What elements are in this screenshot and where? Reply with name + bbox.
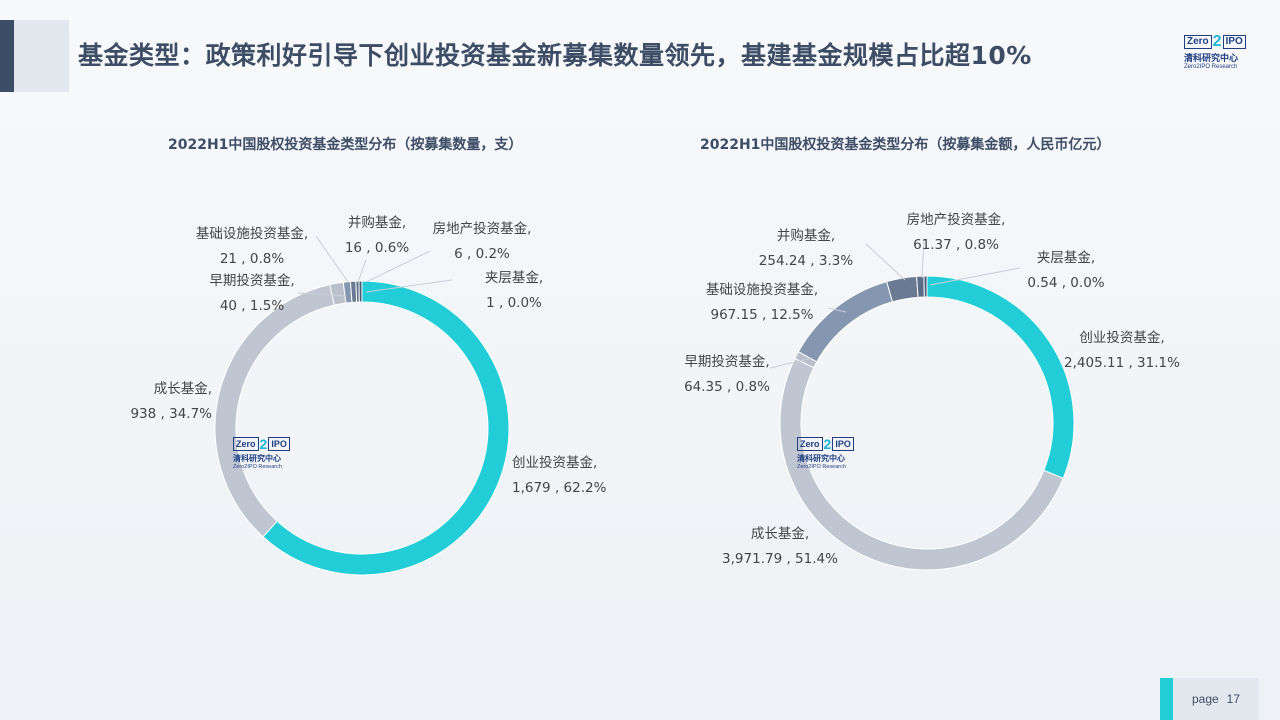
leader-line-mezzanine [365, 279, 453, 293]
slice-label-name-early: 早期投资基金, [684, 353, 769, 370]
logo-name-cn: 清科研究中心 [1184, 54, 1239, 64]
slice-label-value-mezzanine: 1 , 0.0% [486, 295, 542, 311]
leader-line-mezzanine [929, 267, 1021, 286]
leader-line-ma [865, 243, 906, 281]
page-number: 17 [1226, 692, 1241, 706]
slice-label-name-growth: 成长基金, [154, 380, 212, 397]
slice-label-value-infrastructure: 21 , 0.8% [220, 251, 285, 267]
slice-label-value-infrastructure: 967.15 , 12.5% [711, 307, 814, 323]
slice-label-name-mezzanine: 夹层基金, [1037, 249, 1095, 266]
slice-label-value-early: 40 , 1.5% [220, 298, 285, 314]
slice-label-value-mezzanine: 0.54 , 0.0% [1027, 275, 1104, 291]
donut-slice-venture [926, 275, 1075, 479]
donut-chart-amount: 创业投资基金, 2,405.11 , 31.1% 成长基金, 3,971.79 , 5… [684, 211, 1180, 571]
page-title: 基金类型：政策利好引导下创业投资基金新募集数量领先，基建基金规模占比超10% [78, 41, 1032, 70]
logo-brand-left: Zero [1184, 35, 1212, 49]
page-label: page [1191, 692, 1219, 706]
leader-line-infrastructure [827, 307, 847, 313]
slice-label-value-venture: 1,679 , 62.2% [512, 480, 607, 496]
slice-label-value-ma: 254.24 , 3.3% [759, 253, 854, 269]
slice-label-name-infrastructure: 基础设施投资基金, [706, 281, 818, 298]
logo-name-en: Zero2IPO Research [1184, 64, 1238, 70]
donut-slice-ma [886, 275, 919, 303]
logo-brand-right: IPO [1222, 35, 1246, 49]
leader-line-infrastructure [315, 235, 349, 283]
slice-label-value-growth: 3,971.79 , 51.4% [722, 551, 838, 567]
title-accent-block [14, 20, 69, 92]
page-number-accent [1160, 678, 1173, 720]
title-accent-bar [0, 20, 14, 92]
slice-label-name-infrastructure: 基础设施投资基金, [196, 225, 308, 242]
slice-label-value-ma: 16 , 0.6% [345, 240, 410, 256]
slice-label-name-real-estate: 房地产投资基金, [907, 211, 1006, 228]
slice-label-name-early: 早期投资基金, [209, 272, 294, 289]
chart-title-count: 2022H1中国股权投资基金类型分布（按募集数量，支） [168, 137, 523, 153]
chart-title-amount: 2022H1中国股权投资基金类型分布（按募集金额，人民币亿元） [700, 137, 1111, 153]
page-number-box: page 17 [1173, 678, 1259, 720]
slice-label-name-ma: 并购基金, [348, 214, 406, 231]
donut-slice-mezzanine [923, 275, 928, 298]
slice-label-name-real-estate: 房地产投资基金, [433, 220, 532, 237]
donut-slice-real-estate [916, 275, 925, 298]
donut-chart-count: 创业投资基金, 1,679 , 62.2% 成长基金, 938 , 34.7% 早期投资… [130, 214, 607, 576]
leader-line-early [297, 292, 347, 297]
slice-label-name-ma: 并购基金, [777, 227, 835, 244]
slice-label-value-real-estate: 6 , 0.2% [454, 246, 510, 262]
chart-watermark-logo-right: Zero 2 IPO 清科研究中心 Zero2IPO Research [797, 437, 861, 470]
slice-label-value-venture: 2,405.11 , 31.1% [1064, 355, 1180, 371]
leader-line-early [769, 357, 813, 369]
donut-slice-venture [262, 280, 510, 576]
slice-label-name-mezzanine: 夹层基金, [485, 269, 543, 286]
slice-label-name-growth: 成长基金, [751, 525, 809, 542]
zero2ipo-logo: Zero 2 IPO 清科研究中心 Zero2IPO Research [1184, 33, 1254, 70]
leader-line-real-estate [921, 237, 925, 279]
donut-slice-mezzanine [358, 280, 363, 303]
slice-label-name-venture: 创业投资基金, [512, 454, 597, 471]
chart-watermark-logo-left: Zero 2 IPO 清科研究中心 Zero2IPO Research [233, 437, 297, 470]
slice-label-value-early: 64.35 , 0.8% [684, 379, 770, 395]
slice-label-value-real-estate: 61.37 , 0.8% [913, 237, 999, 253]
leader-line-ma [357, 259, 367, 283]
slice-label-name-venture: 创业投资基金, [1079, 329, 1164, 346]
leader-line-real-estate [365, 250, 431, 283]
slice-label-value-growth: 938 , 34.7% [130, 406, 212, 422]
logo-brand-two: 2 [1212, 33, 1222, 50]
